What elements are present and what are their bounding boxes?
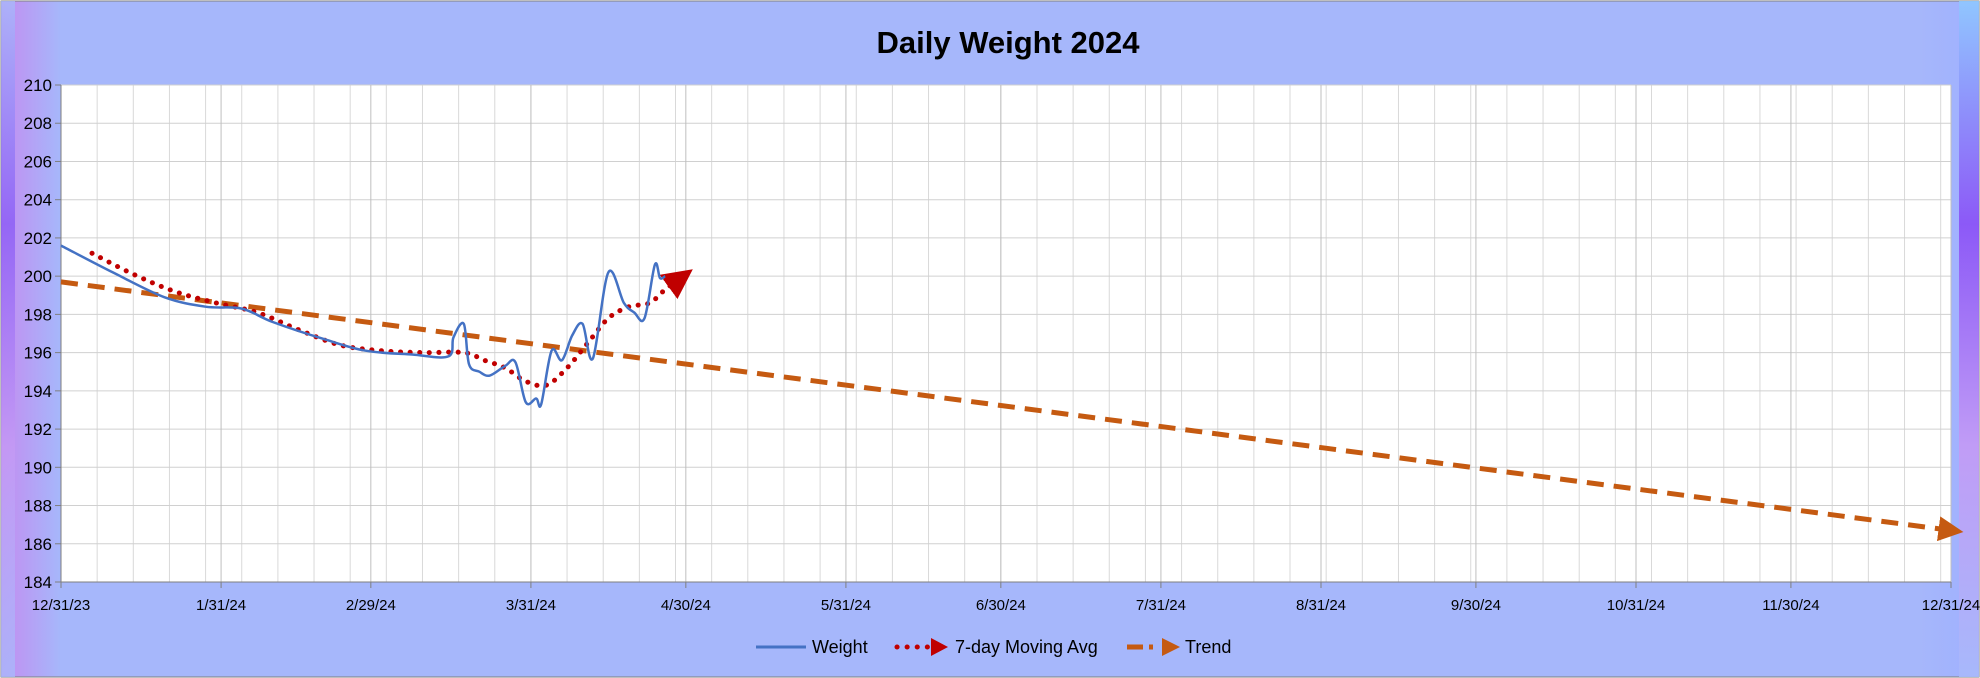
x-tick-label: 12/31/24 [1922, 597, 1980, 614]
series-trend-line [60, 279, 1964, 542]
axes [60, 85, 1951, 583]
legend-label-moving-avg: 7-day Moving Avg [955, 637, 1098, 657]
y-tick-labels: 184 186 188 190 192 194 196 198 200 202 204 206 208 2… [24, 76, 52, 592]
x-tick-label: 12/31/23 [32, 597, 90, 614]
minor-grid [96, 85, 1942, 582]
y-tick-label: 196 [24, 344, 52, 363]
y-tick-label: 210 [24, 76, 52, 95]
x-tick-label: 3/31/24 [506, 597, 556, 614]
chart-edge-left [1, 1, 15, 677]
x-tick-labels: 12/31/23 1/31/24 2/29/24 3/31/24 4/30/24 5/31… [32, 597, 1980, 614]
y-tick-label: 192 [24, 420, 52, 439]
series-weight-line [60, 244, 666, 408]
y-tick-label: 206 [24, 152, 52, 171]
series-layer [60, 244, 1964, 542]
x-tick-label: 11/30/24 [1762, 597, 1819, 614]
x-tick-label: 2/29/24 [346, 597, 396, 614]
legend-label-weight: Weight [812, 637, 868, 657]
x-tick-label: 9/30/24 [1451, 597, 1501, 614]
y-tick-label: 204 [24, 191, 52, 210]
y-tick-label: 188 [24, 497, 52, 516]
chart-title: Daily Weight 2024 [876, 25, 1140, 60]
chart-edge-right [1959, 1, 1979, 677]
x-tick-label: 4/30/24 [661, 597, 711, 614]
x-tick-label: 6/30/24 [976, 597, 1026, 614]
y-tick-label: 186 [24, 535, 52, 554]
legend-arrow-moving-avg [931, 638, 948, 656]
y-tick-label: 208 [24, 114, 52, 133]
x-tick-label: 8/31/24 [1296, 597, 1346, 614]
y-tick-label: 200 [24, 267, 52, 286]
legend-label-trend: Trend [1185, 637, 1231, 657]
y-tick-label: 184 [24, 573, 52, 592]
series-moving-avg-line [89, 250, 693, 389]
x-tick-label: 5/31/24 [821, 597, 871, 614]
x-tick-label: 1/31/24 [196, 597, 246, 614]
plot-area [61, 85, 1951, 582]
vertical-grid [60, 85, 1952, 588]
legend-arrow-trend [1162, 638, 1180, 656]
y-tick-label: 190 [24, 458, 52, 477]
y-tick-label: 198 [24, 305, 52, 324]
legend: Weight 7-day Moving Avg Trend [756, 637, 1231, 657]
x-tick-label: 7/31/24 [1136, 597, 1186, 614]
y-tick-label: 202 [24, 229, 52, 248]
y-tick-label: 194 [24, 382, 52, 401]
x-tick-label: 10/31/24 [1607, 597, 1665, 614]
